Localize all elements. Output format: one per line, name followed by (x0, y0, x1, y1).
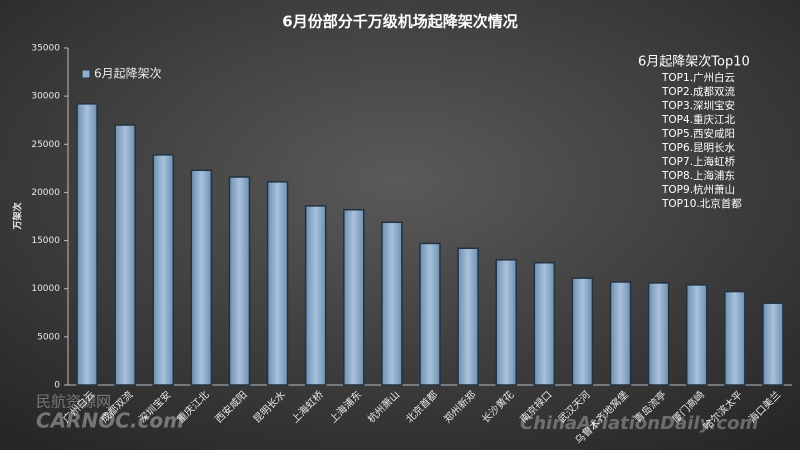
bar (419, 242, 441, 386)
y-tick-label: 0 (54, 381, 60, 391)
annotation-title: 6月起降架次Top10 (638, 54, 750, 70)
y-tick-label: 5000 (37, 332, 60, 342)
bar (114, 124, 136, 386)
y-tick-label: 30000 (31, 92, 60, 102)
y-tick-label: 20000 (31, 188, 60, 198)
bar (533, 261, 556, 386)
bar (152, 154, 175, 386)
annotation-item: TOP6.昆明长水 (661, 142, 736, 154)
bar (228, 176, 251, 386)
y-tick-label: 10000 (31, 284, 60, 294)
bar (571, 277, 594, 386)
legend-swatch (81, 69, 91, 79)
annotation-item: TOP4.重庆江北 (661, 113, 736, 126)
legend-label: 6月起降架次 (94, 67, 162, 81)
watermark: CARNOC.com (36, 409, 184, 433)
watermark: ChinaAviationDaily.com (520, 413, 758, 434)
annotation-item: TOP7.上海虹桥 (661, 155, 736, 168)
bar (76, 103, 98, 386)
chart-title: 6月份部分千万级机场起降架次情况 (282, 13, 517, 31)
bar (762, 302, 784, 386)
annotation-item: TOP10.北京首都 (661, 197, 742, 210)
y-tick-label: 15000 (31, 236, 60, 246)
bar (647, 282, 670, 386)
bar (343, 209, 365, 386)
annotation-item: TOP8.上海浦东 (661, 169, 735, 182)
annotation-item: TOP1.广州白云 (661, 71, 735, 84)
annotation-item: TOP5.西安咸阳 (661, 127, 735, 140)
annotation-item: TOP2.成都双流 (661, 85, 736, 98)
annotation-item: TOP3.深圳宝安 (661, 99, 735, 112)
watermark: 民航资源网 (36, 393, 111, 411)
bar (266, 181, 289, 386)
bar (304, 205, 327, 386)
bar (724, 290, 746, 386)
bar (685, 284, 708, 386)
y-tick-label: 35000 (31, 44, 60, 54)
bar (495, 259, 517, 386)
bar (381, 221, 403, 386)
y-axis-title: 万架次 (12, 202, 24, 230)
y-tick-label: 25000 (31, 140, 60, 150)
bar (457, 247, 479, 386)
bar (609, 281, 632, 386)
annotation-item: TOP9.杭州萧山 (661, 183, 735, 196)
bar (190, 169, 213, 386)
